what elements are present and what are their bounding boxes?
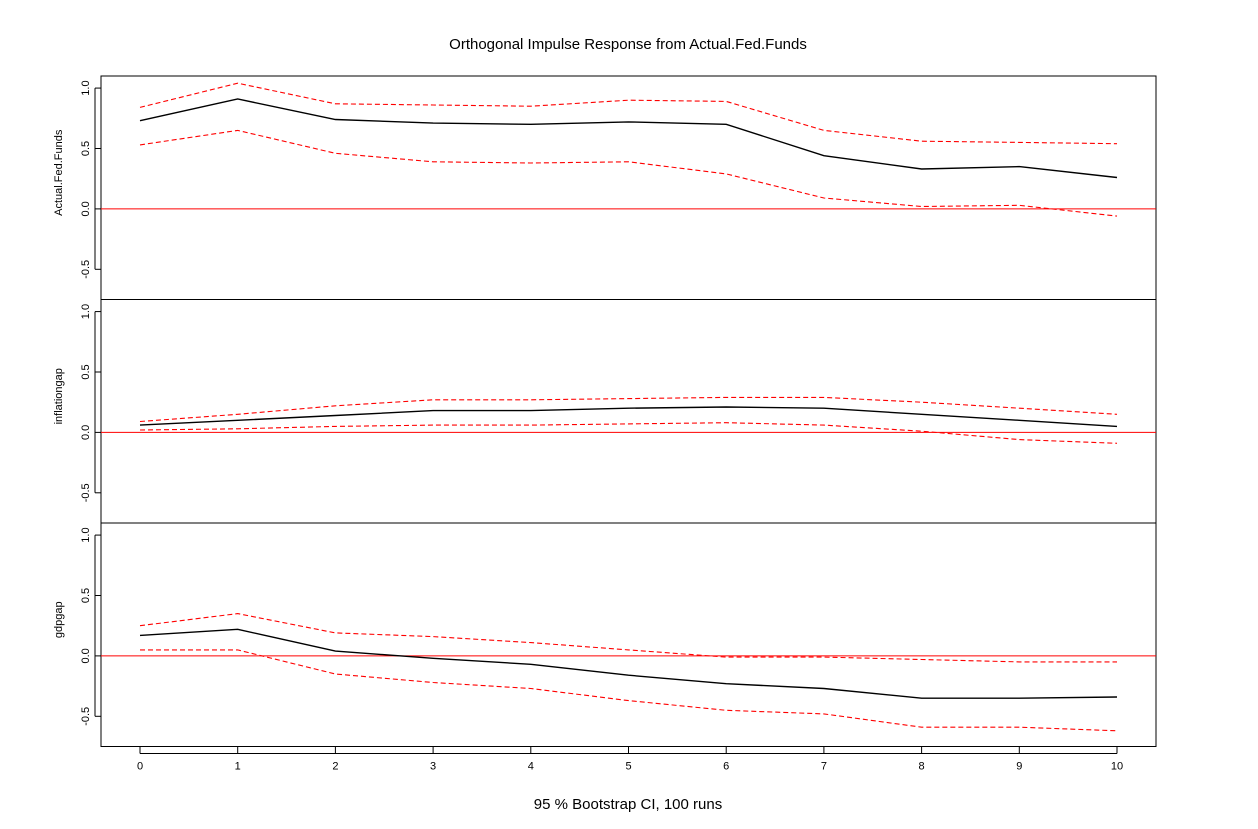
ci-upper-line [139, 82, 1118, 145]
y-tick-label: 0.5 [80, 588, 92, 603]
y-tick-label: -0.5 [80, 707, 92, 726]
x-tick-label: 3 [430, 761, 436, 773]
panel-ylabel: Actual.Fed.Funds [53, 129, 65, 216]
y-tick-label: 1.0 [80, 527, 92, 542]
panel-1: 1.0 0.5 0.0 -0.5 Actual.Fed.Funds [53, 75, 1157, 300]
ci-upper-line [139, 396, 1118, 423]
y-tick-label: 1.0 [80, 304, 92, 319]
x-axis-label: 95 % Bootstrap CI, 100 runs [534, 796, 722, 813]
y-tick-label: -0.5 [80, 260, 92, 279]
chart-title: Orthogonal Impulse Response from Actual.… [449, 36, 807, 53]
x-tick-label: 4 [528, 761, 534, 773]
ci-lower-line [139, 422, 1118, 444]
ci-lower-line [140, 649, 1118, 732]
x-tick-label: 5 [625, 761, 631, 773]
panel-2: 1.0 0.5 0.0 -0.5 inflationgap [53, 299, 1157, 524]
y-tick-label: 0.5 [80, 364, 92, 379]
response-line [139, 628, 1118, 699]
x-tick-label: 6 [723, 761, 729, 773]
x-tick-label: 2 [332, 761, 338, 773]
y-tick-label: 0.0 [80, 201, 92, 216]
x-axis: 0 1 2 3 4 5 6 7 8 9 10 [137, 746, 1123, 773]
y-tick-label: 0.5 [80, 141, 92, 156]
plot-layer: 1.0 0.5 0.0 -0.5 Actual.Fed.Funds 1.0 0.5 0.0 -0… [53, 75, 1157, 773]
x-tick-label: 8 [919, 761, 925, 773]
x-tick-label: 7 [821, 761, 827, 773]
panel-frame [100, 75, 1157, 300]
y-tick-label: 0.0 [80, 648, 92, 663]
y-tick-label: 0.0 [80, 425, 92, 440]
x-tick-label: 0 [137, 761, 143, 773]
response-line [139, 98, 1118, 179]
y-tick-label: -0.5 [80, 483, 92, 502]
panel-ylabel: inflationgap [53, 368, 65, 424]
panel-3: 1.0 0.5 0.0 -0.5 gdpgap [53, 522, 1157, 747]
x-tick-label: 9 [1016, 761, 1022, 773]
response-line [139, 406, 1118, 428]
x-tick-label: 1 [235, 761, 241, 773]
panel-ylabel: gdpgap [53, 601, 65, 638]
ci-upper-line [139, 613, 1117, 663]
y-tick-label: 1.0 [80, 80, 92, 95]
panel-frame [100, 299, 1157, 524]
ci-lower-line [139, 129, 1118, 217]
x-tick-label: 10 [1111, 761, 1123, 773]
